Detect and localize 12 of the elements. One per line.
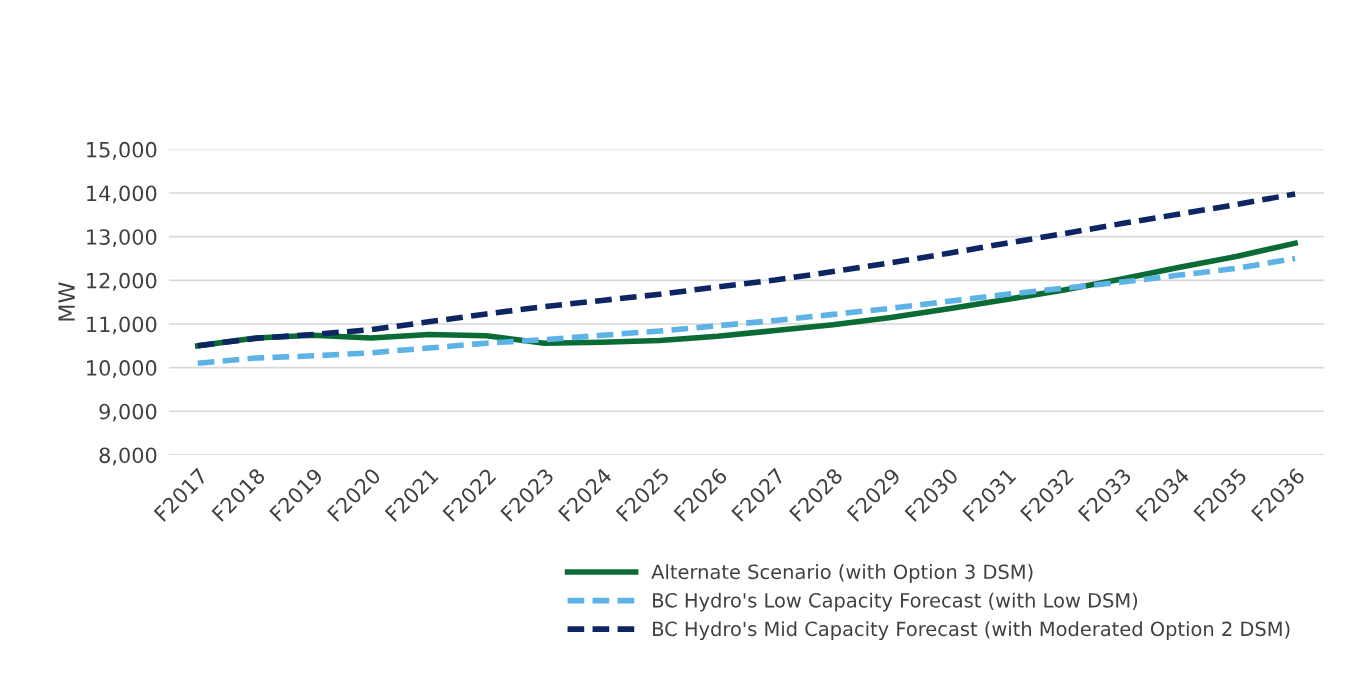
y-tick-label: 9,000 xyxy=(99,403,157,422)
y-tick-label: 8,000 xyxy=(99,447,157,466)
legend-label: Alternate Scenario (with Option 3 DSM) xyxy=(651,564,1033,583)
legend-label: BC Hydro's Mid Capacity Forecast (with Moderated Option 2 DSM) xyxy=(653,621,1290,640)
y-tick-label: 10,000 xyxy=(87,360,157,378)
y-tick-label: 15,000 xyxy=(87,141,157,160)
y-tick-label: 13,000 xyxy=(87,229,157,248)
y-axis-title: MW xyxy=(58,282,75,321)
y-tick-label: 11,000 xyxy=(87,316,157,335)
y-tick-label: 14,000 xyxy=(87,185,157,204)
legend-label: BC Hydro's Low Capacity Forecast (with Low DSM) xyxy=(653,592,1138,612)
y-tick-label: 12,000 xyxy=(87,272,157,291)
